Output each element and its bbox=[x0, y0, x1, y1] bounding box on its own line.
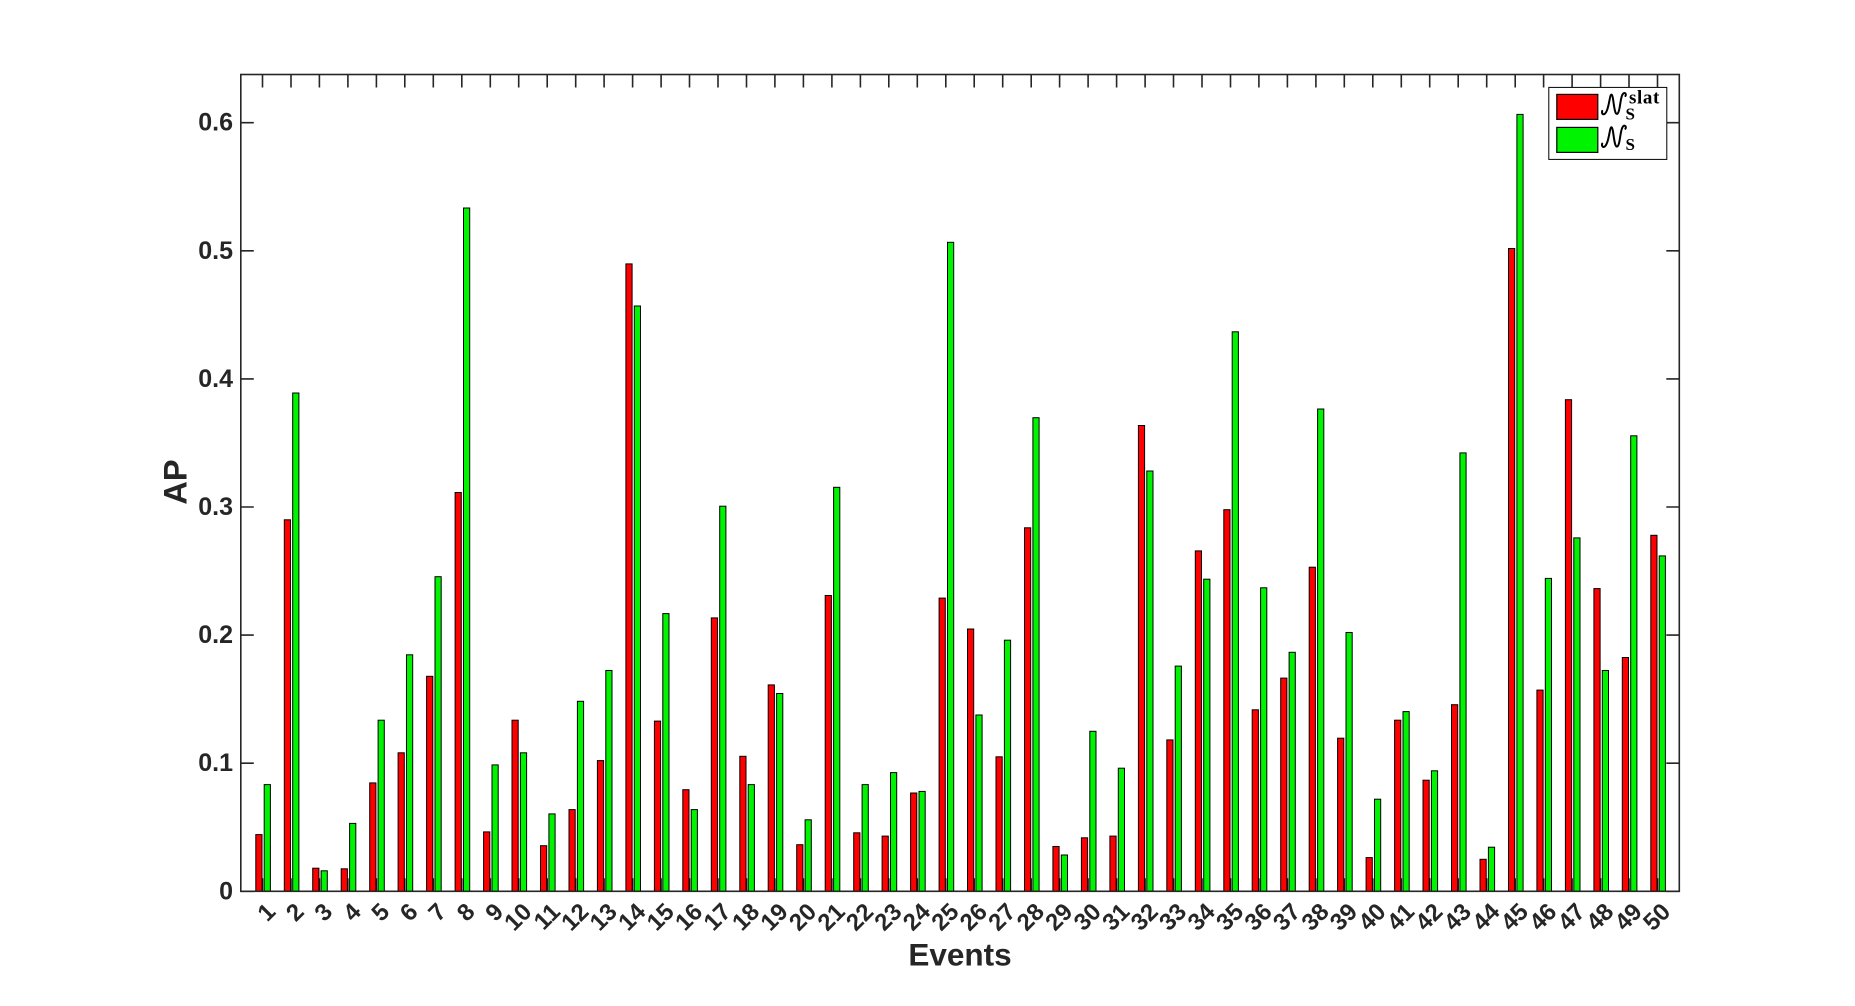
svg-text:0: 0 bbox=[219, 877, 233, 905]
svg-text:0.2: 0.2 bbox=[198, 621, 233, 649]
svg-text:Events: Events bbox=[908, 937, 1011, 973]
svg-text:0.5: 0.5 bbox=[198, 237, 233, 265]
svg-text:0.4: 0.4 bbox=[198, 365, 233, 393]
svg-text:slat: slat bbox=[1629, 88, 1660, 109]
svg-text:AP: AP bbox=[157, 459, 193, 504]
svg-text:0.6: 0.6 bbox=[198, 109, 233, 137]
svg-text:0.1: 0.1 bbox=[198, 749, 233, 777]
svg-text:0.3: 0.3 bbox=[198, 493, 233, 521]
svg-text:S: S bbox=[1626, 135, 1635, 154]
svg-text:S: S bbox=[1626, 105, 1635, 124]
